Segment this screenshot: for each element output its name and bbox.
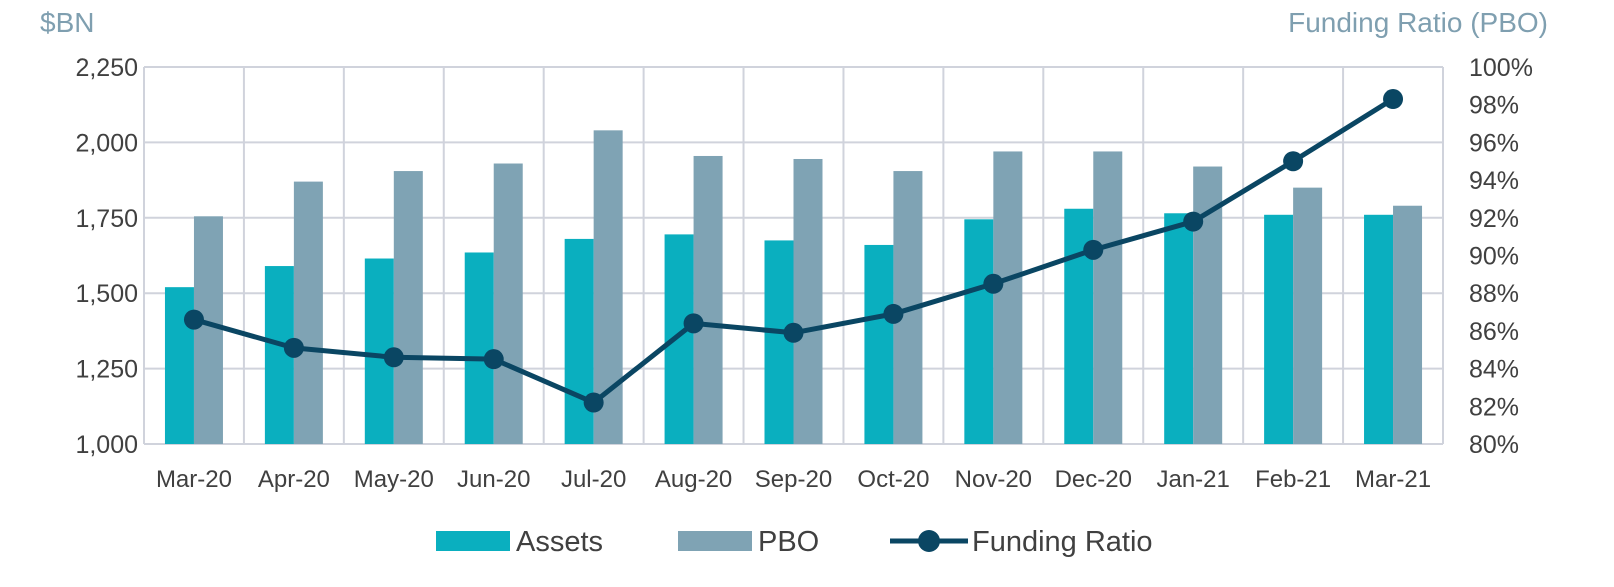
right-tick-label: 84% [1469, 356, 1519, 384]
legend-label-assets: Assets [516, 526, 603, 558]
x-tick-label: Nov-20 [955, 466, 1032, 493]
bar-pbo [1293, 187, 1323, 444]
funding-ratio-line [183, 89, 1404, 413]
bar-pbo [1393, 205, 1423, 444]
x-tick-label: Mar-21 [1355, 466, 1431, 493]
right-tick-label: 92% [1469, 205, 1519, 233]
x-tick-label: Sep-20 [755, 466, 832, 493]
bar-assets [1264, 214, 1294, 444]
right-tick-label: 90% [1469, 243, 1519, 271]
x-tick-label: Dec-20 [1055, 466, 1132, 493]
bar-assets [664, 234, 694, 444]
legend-label-funding-ratio: Funding Ratio [972, 526, 1153, 558]
right-tick-label: 82% [1469, 393, 1519, 421]
legend-swatch-assets [436, 531, 510, 551]
funding-ratio-point [183, 309, 204, 330]
legend-marker-funding-ratio [918, 530, 940, 552]
funding-ratio-point [283, 337, 304, 358]
bar-assets [464, 252, 494, 444]
x-tick-label: Oct-20 [857, 466, 929, 493]
bar-pbo [493, 163, 523, 444]
funding-ratio-point [483, 349, 504, 370]
funding-ratio-point [1283, 151, 1304, 172]
x-tick-label: Jan-21 [1156, 466, 1229, 493]
bar-assets [764, 240, 794, 444]
x-tick-label: Aug-20 [655, 466, 732, 493]
bar-pbo [393, 171, 423, 444]
bar-assets [1164, 213, 1194, 444]
left-tick-label: 1,000 [75, 431, 138, 459]
bar-pbo [793, 158, 823, 444]
x-tick-label: Mar-20 [156, 466, 232, 493]
right-tick-label: 86% [1469, 318, 1519, 346]
funding-ratio-point [1383, 89, 1404, 110]
funding-ratio-point [1083, 239, 1104, 260]
left-axis-title: $BN [40, 7, 94, 38]
left-tick-label: 2,250 [75, 54, 138, 82]
legend-label-pbo: PBO [758, 526, 819, 558]
x-tick-label: Jul-20 [561, 466, 626, 493]
right-tick-label: 100% [1469, 54, 1533, 82]
left-tick-label: 1,250 [75, 356, 138, 384]
bar-pbo [693, 155, 723, 445]
right-axis-title: Funding Ratio (PBO) [1288, 7, 1548, 38]
gridlines [143, 66, 1444, 445]
right-tick-label: 94% [1469, 167, 1519, 195]
funding-ratio-point [783, 322, 804, 343]
bar-pbo [293, 181, 323, 444]
left-tick-label: 2,000 [75, 129, 138, 157]
bar-pbo [193, 216, 223, 444]
axes: 1,000 1,250 1,500 1,750 2,000 2,250 80% 82% 84% 8… [75, 54, 1533, 493]
funding-ratio-point [383, 347, 404, 368]
x-tick-label: Apr-20 [258, 466, 330, 493]
funding-ratio-point [883, 303, 904, 324]
funding-ratio-point [1183, 211, 1204, 232]
right-tick-label: 88% [1469, 280, 1519, 308]
right-tick-label: 80% [1469, 431, 1519, 459]
x-tick-label: Jun-20 [457, 466, 530, 493]
bar-assets [564, 238, 594, 444]
bar-assets [964, 219, 994, 444]
funding-ratio-point [683, 313, 704, 334]
legend: Assets PBO Funding Ratio [436, 526, 1153, 558]
left-tick-label: 1,500 [75, 280, 138, 308]
x-tick-label: Feb-21 [1255, 466, 1331, 493]
bar-assets [864, 244, 894, 444]
bar-pbo [1093, 151, 1123, 444]
legend-swatch-pbo [678, 531, 752, 551]
bar-pbo [993, 151, 1023, 444]
funding-ratio-point [583, 392, 604, 413]
left-tick-label: 1,750 [75, 205, 138, 233]
x-tick-label: May-20 [354, 466, 434, 493]
right-tick-label: 98% [1469, 92, 1519, 120]
bar-assets [1364, 214, 1394, 444]
bar-series [164, 130, 1423, 445]
funding-ratio-point [983, 273, 1004, 294]
right-tick-label: 96% [1469, 129, 1519, 157]
